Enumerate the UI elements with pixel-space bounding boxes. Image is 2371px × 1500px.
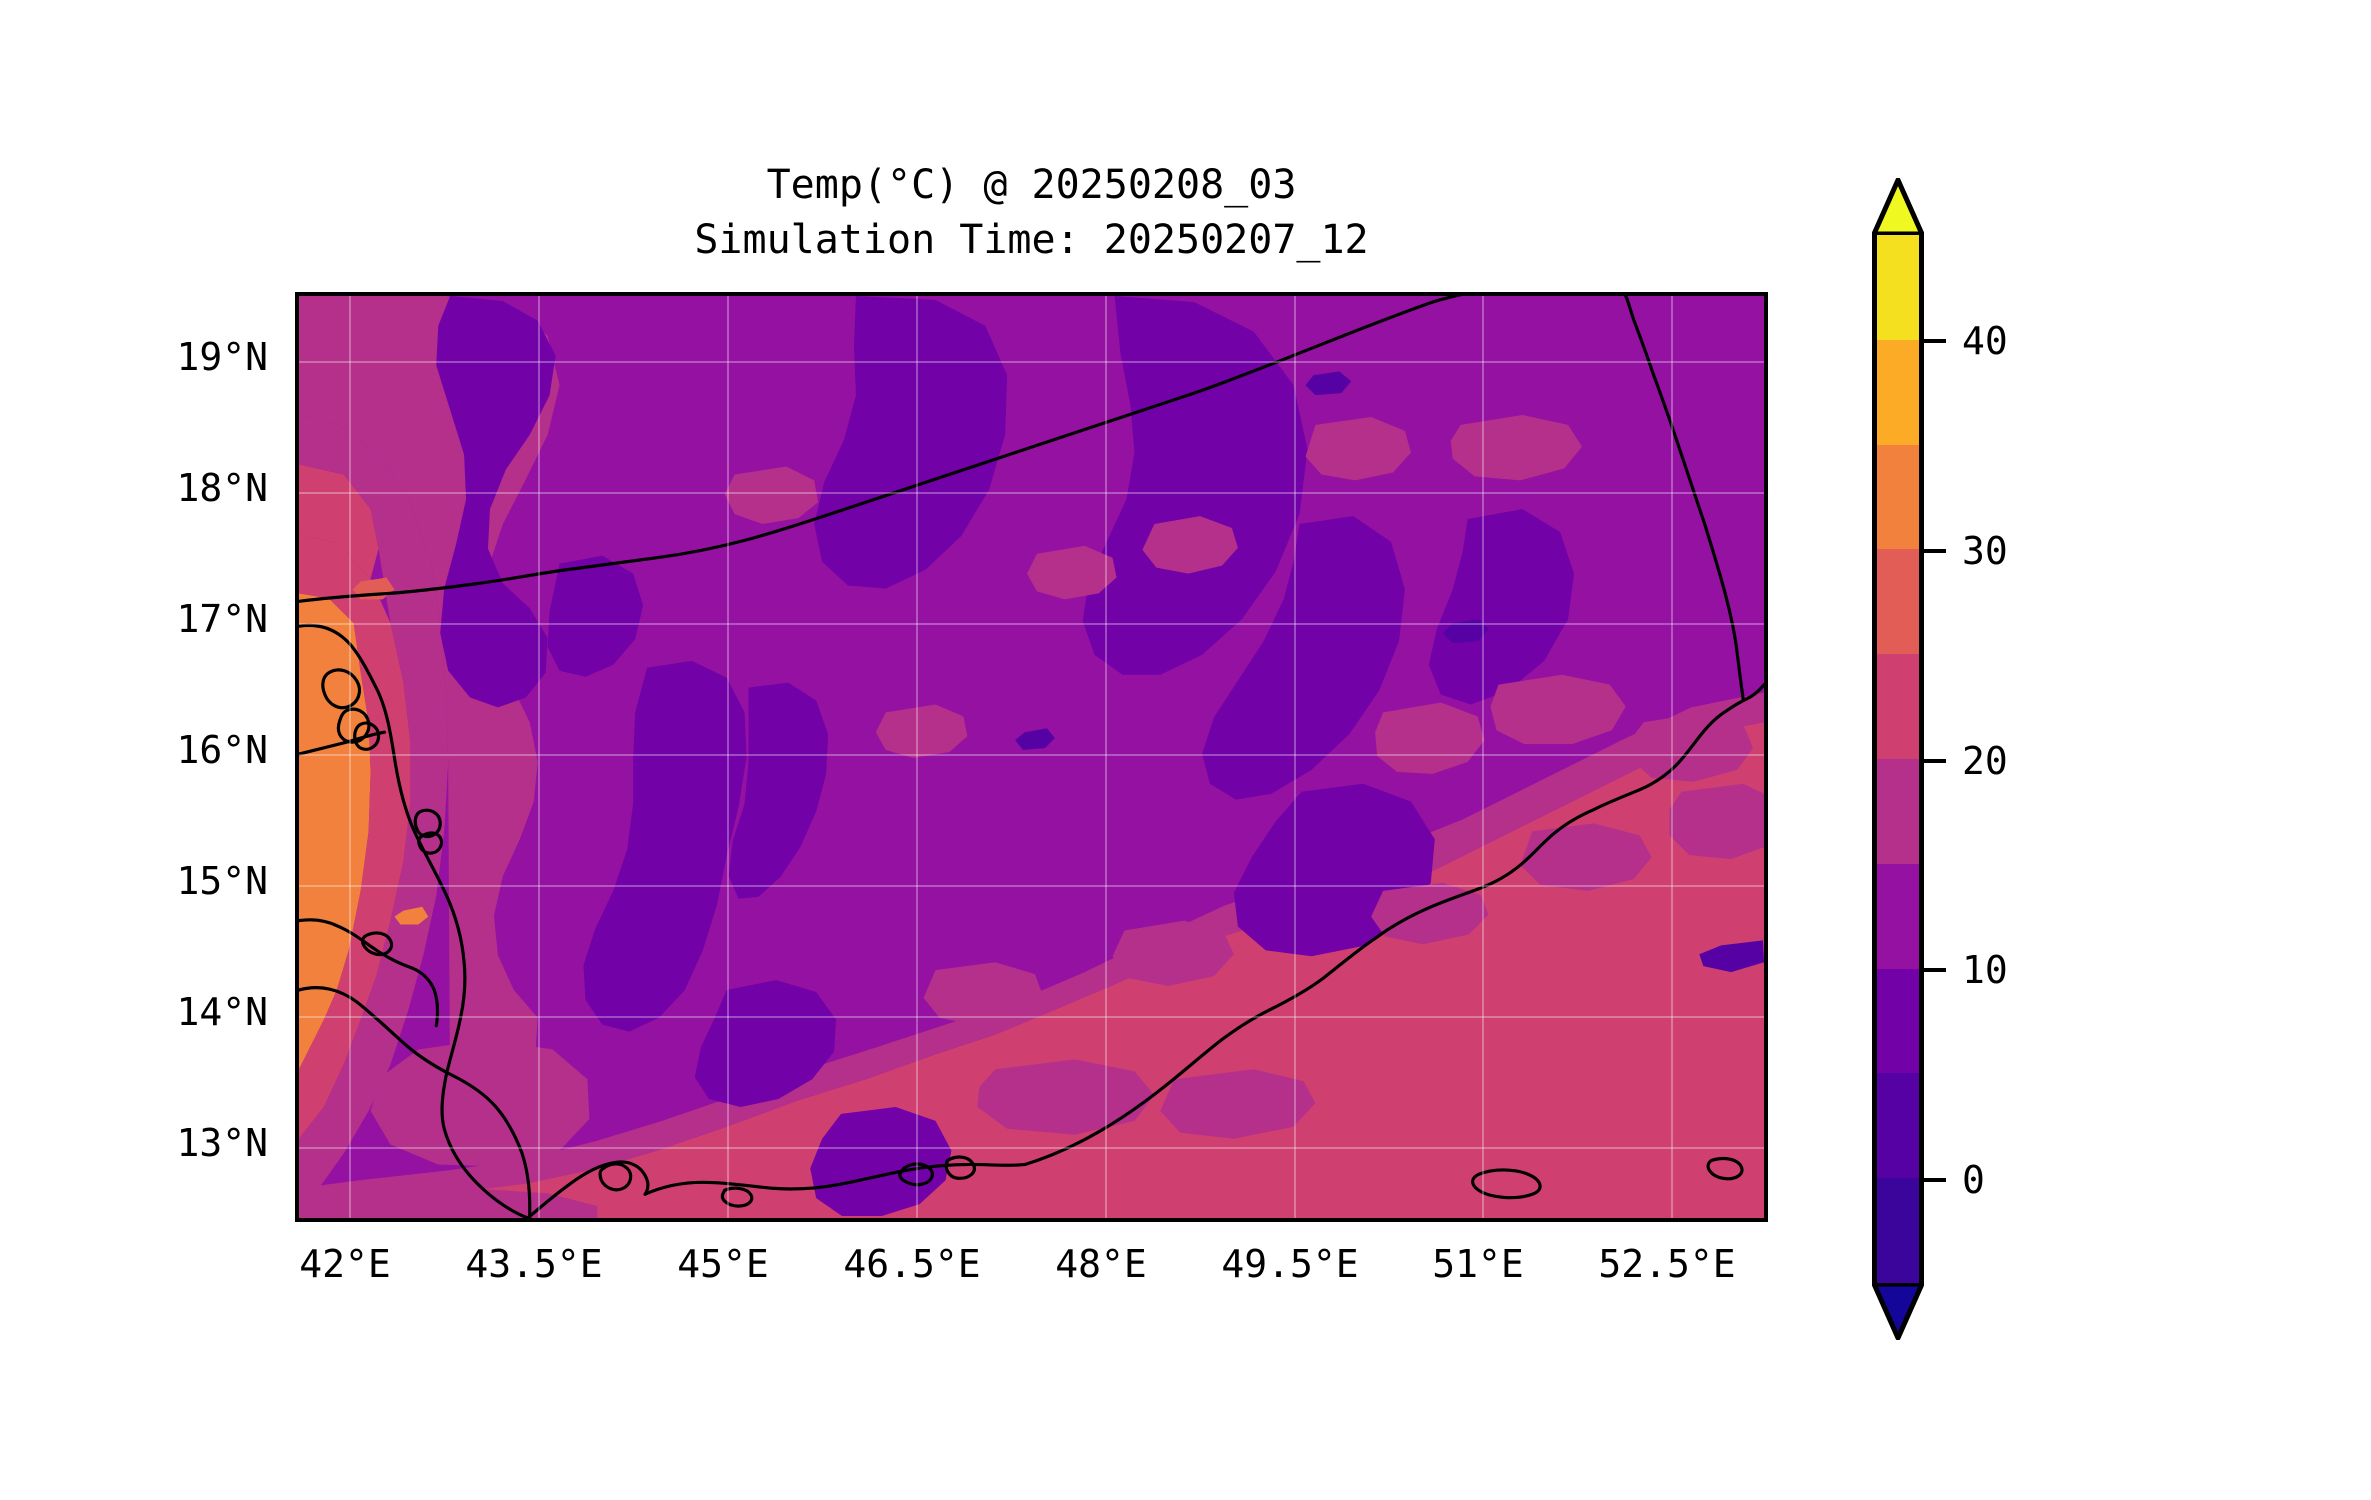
map-axes [295, 292, 1768, 1222]
xtick-label: 48°E [1055, 1242, 1147, 1286]
colorbar-gradient[interactable] [1872, 235, 1924, 1283]
colorbar-tick [1924, 968, 1946, 972]
colorbar-tick [1924, 759, 1946, 763]
colorbar-band [1872, 444, 1924, 550]
colorbar-band [1872, 863, 1924, 969]
colorbar-over-arrow [1872, 178, 1924, 235]
ytick-label: 19°N [176, 335, 268, 379]
colorbar-tick-label: 0 [1962, 1158, 1985, 1202]
colorbar-tick-label: 10 [1962, 948, 2008, 992]
figure-title: Temp(°C) @ 20250208_03 Simulation Time: … [295, 158, 1768, 268]
map-field-clip [299, 296, 1764, 1218]
colorbar-band [1872, 759, 1924, 864]
xtick-label: 43.5°E [465, 1242, 603, 1286]
colorbar-tick-label: 40 [1962, 319, 2008, 363]
xtick-label: 45°E [677, 1242, 769, 1286]
xtick-label: 51°E [1432, 1242, 1524, 1286]
xtick-label: 46.5°E [843, 1242, 981, 1286]
colorbar-band [1872, 1178, 1924, 1283]
colorbar-tick-label: 20 [1962, 739, 2008, 783]
ytick-label: 14°N [176, 990, 268, 1034]
colorbar-tick [1924, 1178, 1946, 1182]
colorbar-under-arrow [1872, 1283, 1924, 1340]
xtick-label: 49.5°E [1221, 1242, 1359, 1286]
ytick-label: 15°N [176, 859, 268, 903]
colorbar-band [1872, 549, 1924, 655]
colorbar-band [1872, 339, 1924, 445]
ytick-label: 17°N [176, 597, 268, 641]
colorbar-tick [1924, 549, 1946, 553]
colorbar-tick-label: 30 [1962, 529, 2008, 573]
temperature-contour-field [299, 296, 1764, 1218]
xtick-label: 52.5°E [1598, 1242, 1736, 1286]
colorbar-band [1872, 968, 1924, 1074]
ytick-label: 13°N [176, 1121, 268, 1165]
colorbar-band [1872, 1073, 1924, 1179]
colorbar-band [1872, 654, 1924, 759]
title-line-simulation-time: Simulation Time: 20250207_12 [694, 217, 1369, 263]
title-line-variable: Temp(°C) @ 20250208_03 [766, 162, 1297, 208]
colorbar-band [1872, 235, 1924, 340]
xtick-label: 42°E [299, 1242, 391, 1286]
colorbar-tick [1924, 339, 1946, 343]
ytick-label: 16°N [176, 728, 268, 772]
ytick-label: 18°N [176, 466, 268, 510]
